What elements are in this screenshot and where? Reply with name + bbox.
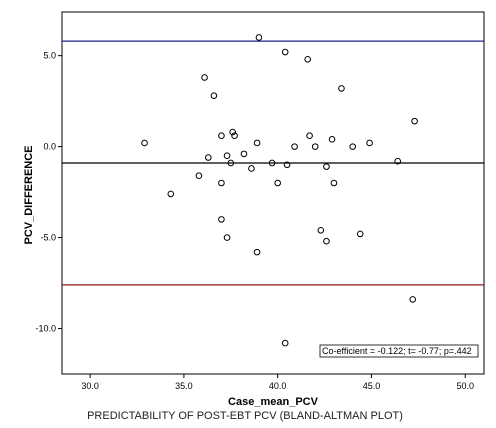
x-tick-label: 30.0 (81, 381, 99, 391)
x-tick-label: 50.0 (456, 381, 474, 391)
data-point-1 (167, 190, 175, 198)
data-point-34 (349, 143, 357, 150)
data-point-3 (201, 74, 208, 81)
x-axis-title: Case_mean_PCV (228, 396, 319, 408)
x-tick-label: 40.0 (269, 381, 287, 391)
data-point-19 (268, 159, 276, 167)
y-axis-title: PCV_DIFFERENCE (23, 145, 35, 244)
data-point-32 (330, 179, 338, 187)
data-point-22 (283, 161, 291, 169)
reference-lines (62, 40, 484, 286)
annotation-text: Co-efficient = -0.122; t= -0.77; p=.442 (322, 346, 472, 356)
data-point-36 (366, 139, 373, 147)
x-tick-label: 35.0 (175, 381, 193, 391)
data-point-35 (356, 230, 364, 238)
data-point-10 (223, 234, 231, 241)
chart-caption: PREDICTABILITY OF POST-EBT PCV (BLAND-AL… (87, 410, 403, 422)
data-point-38 (409, 296, 417, 303)
x-tick-label: 45.0 (363, 381, 381, 391)
data-point-31 (328, 136, 336, 143)
data-point-9 (223, 152, 231, 160)
data-point-18 (255, 34, 263, 41)
data-point-24 (291, 143, 298, 150)
data-point-8 (218, 216, 225, 223)
data-point-17 (253, 248, 261, 256)
data-point-16 (253, 139, 261, 147)
data-point-7 (218, 179, 225, 187)
plot-frame (61, 11, 485, 375)
data-point-0 (141, 139, 148, 147)
data-point-23 (281, 339, 289, 347)
data-point-27 (311, 143, 319, 150)
x-axis-ticks: 30.0 35.0 40.0 45.0 50.0 (81, 374, 474, 391)
data-point-15 (248, 165, 255, 172)
data-point-20 (274, 179, 281, 187)
data-point-13 (231, 132, 238, 139)
y-axis-ticks: 5.0 0.0 -5.0 -10.0 (35, 51, 62, 334)
data-point-2 (195, 172, 203, 180)
data-points (141, 34, 418, 347)
data-point-26 (306, 132, 313, 139)
data-point-25 (304, 55, 311, 63)
y-tick-label: -10.0 (35, 324, 56, 334)
data-point-12 (229, 128, 236, 136)
data-point-29 (323, 163, 330, 170)
data-point-21 (281, 48, 289, 56)
y-tick-label: 5.0 (43, 51, 56, 61)
data-point-28 (317, 226, 325, 234)
data-point-33 (338, 85, 345, 92)
data-point-11 (227, 159, 235, 167)
data-point-4 (204, 154, 212, 161)
data-point-30 (323, 237, 330, 245)
y-tick-label: -5.0 (40, 233, 56, 243)
data-point-14 (240, 150, 248, 158)
data-point-39 (411, 117, 418, 125)
data-point-37 (394, 157, 402, 165)
data-point-6 (218, 132, 225, 139)
data-point-5 (210, 92, 218, 99)
y-tick-label: 0.0 (43, 142, 56, 152)
annotation-box (319, 344, 479, 358)
